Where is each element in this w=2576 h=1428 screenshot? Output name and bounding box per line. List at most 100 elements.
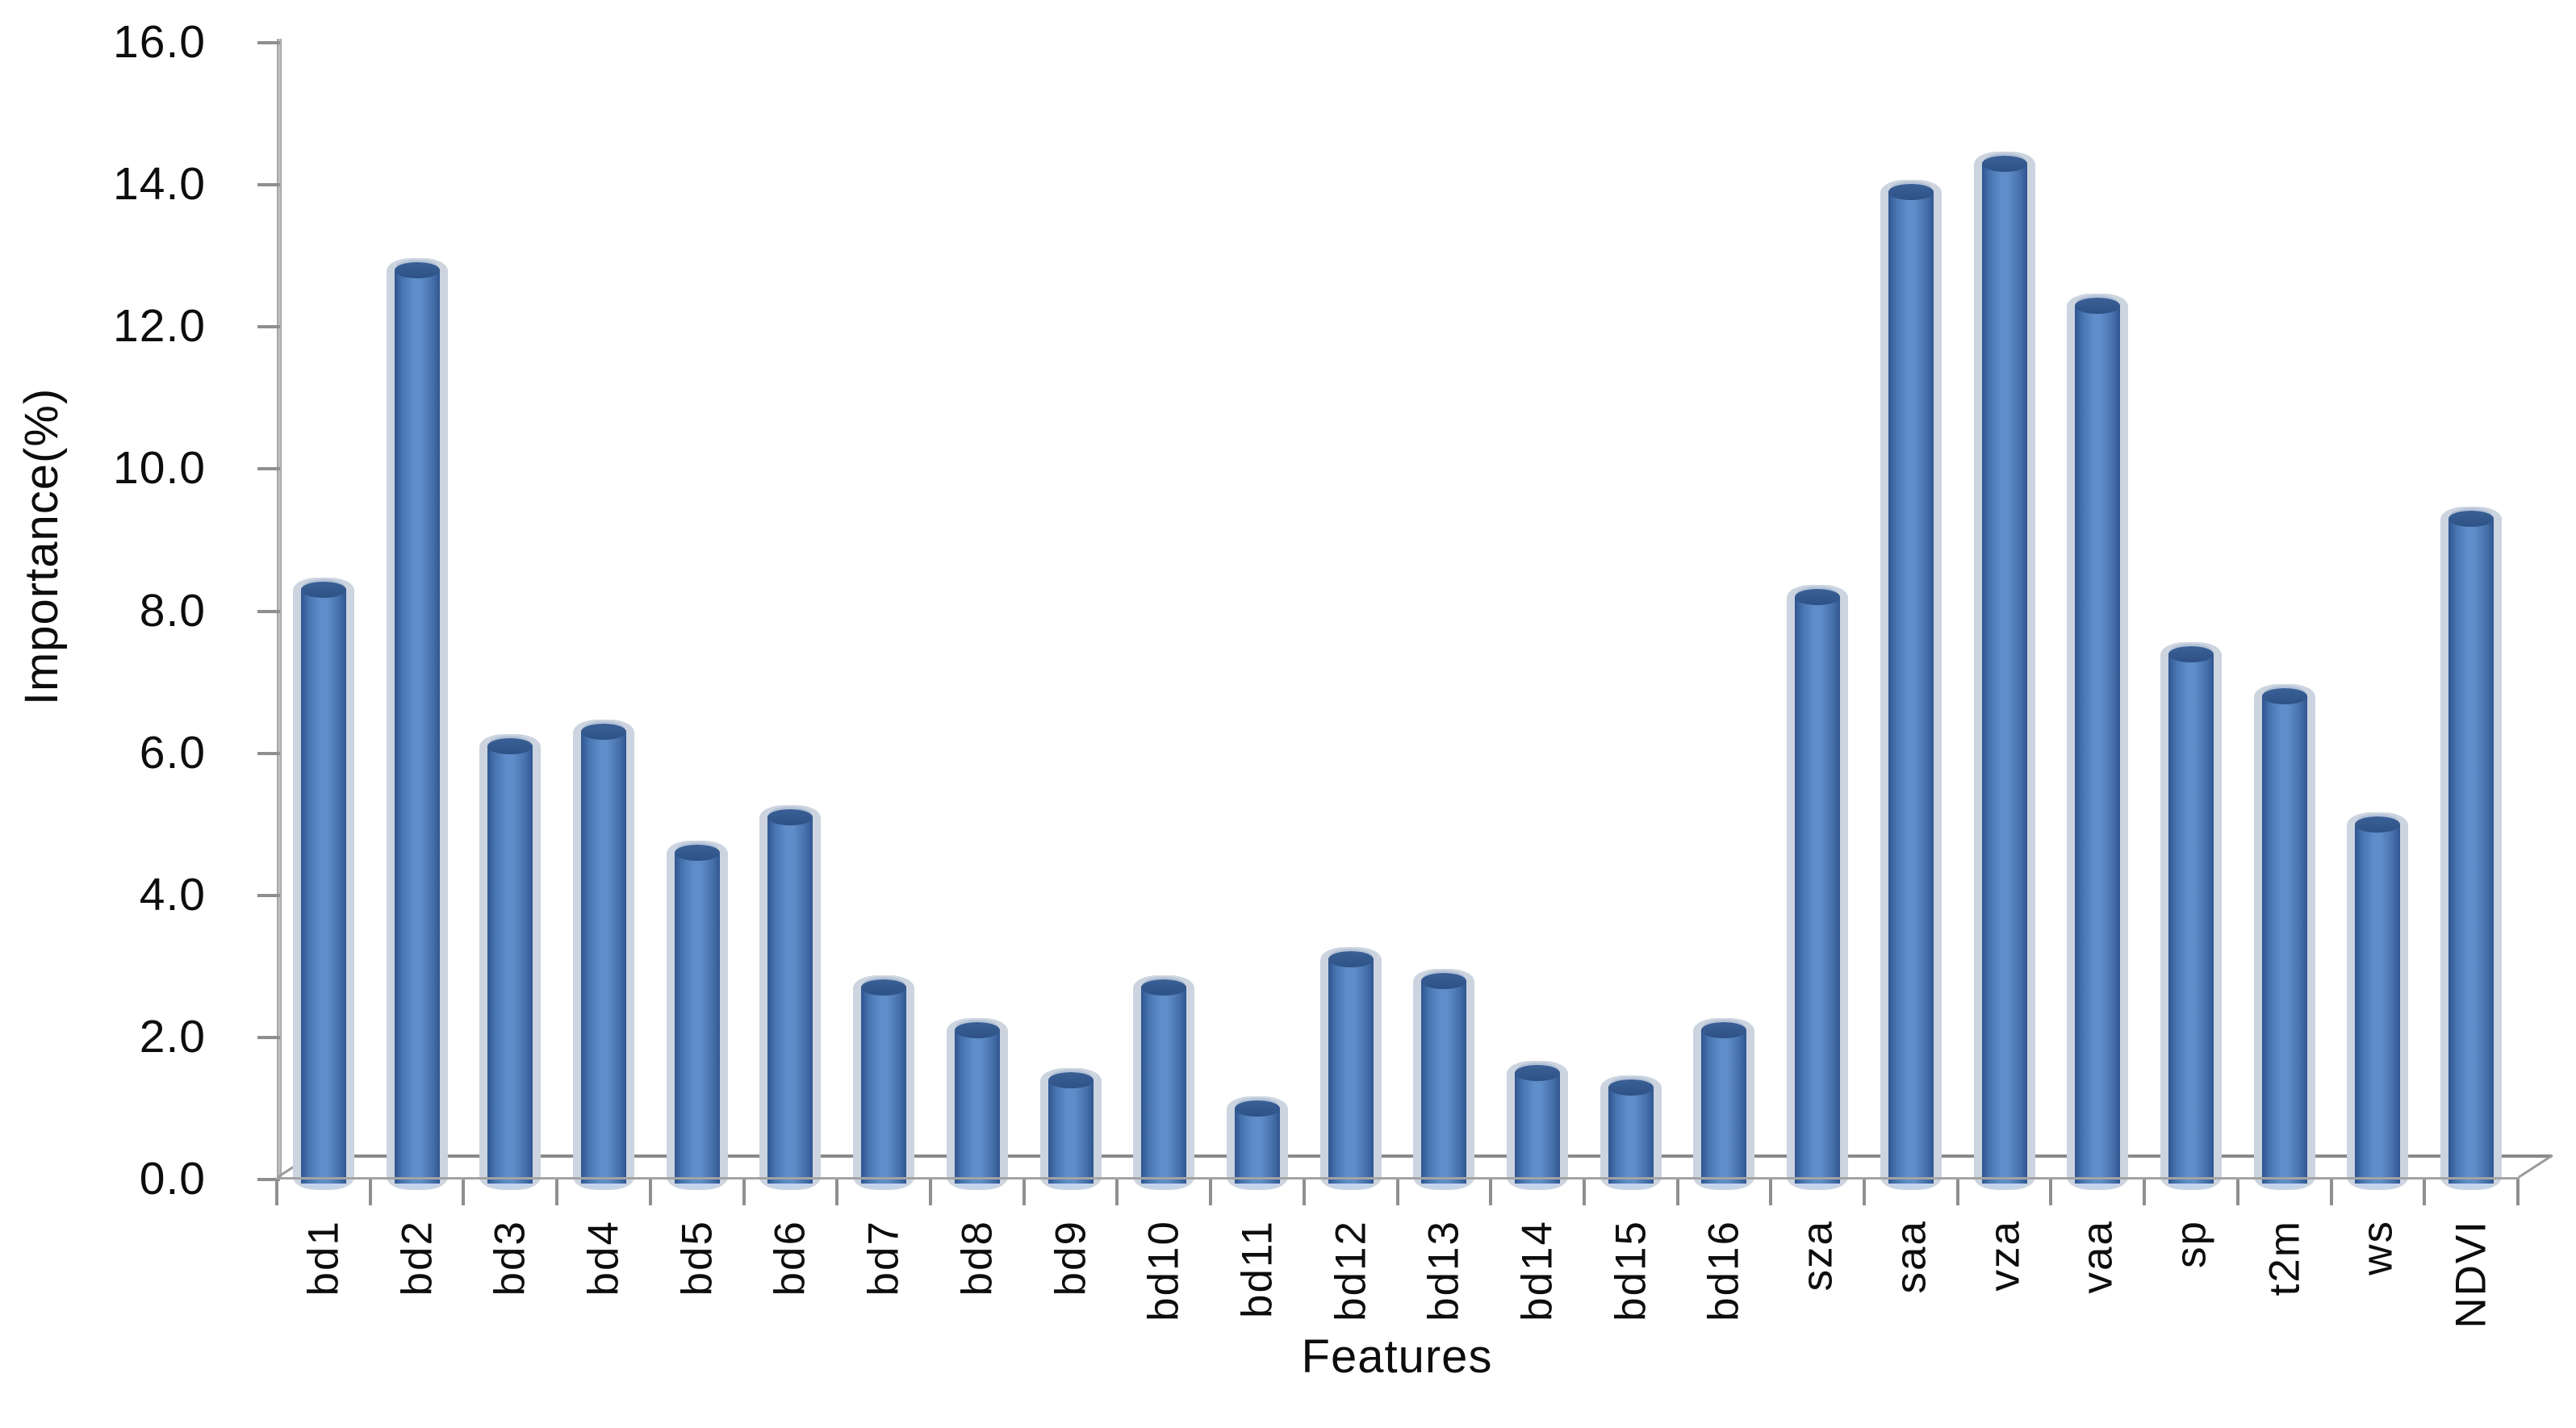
bar-body xyxy=(1141,987,1187,1184)
bar-sp xyxy=(2160,641,2223,1190)
bar-body xyxy=(1048,1079,1094,1184)
x-tick-mark xyxy=(2329,1180,2333,1205)
x-category-label-bd10: bd10 xyxy=(1140,1220,1189,1326)
x-category-label-text: saa xyxy=(1887,1220,1935,1294)
x-category-label-bd14: bd14 xyxy=(1513,1220,1562,1326)
x-category-label-text: bd13 xyxy=(1420,1220,1468,1322)
x-category-label-bd5: bd5 xyxy=(672,1220,721,1300)
y-tick-mark xyxy=(257,183,280,187)
y-tick-label: 8.0 xyxy=(139,584,206,637)
x-category-label-text: bd1 xyxy=(299,1220,348,1296)
x-tick-mark xyxy=(462,1180,466,1205)
y-tick-label: 2.0 xyxy=(139,1010,206,1063)
bar-bd4 xyxy=(572,720,634,1190)
bar-cap xyxy=(487,738,533,755)
x-category-label-ws: ws xyxy=(2353,1220,2402,1280)
x-category-label-sp: sp xyxy=(2167,1220,2216,1272)
x-tick-mark xyxy=(928,1180,932,1205)
y-tick-mark xyxy=(257,609,280,613)
bar-body xyxy=(580,731,626,1184)
bar-cap xyxy=(1701,1022,1747,1039)
x-category-label-saa: saa xyxy=(1886,1220,1935,1297)
bar-saa xyxy=(1880,180,1942,1190)
x-category-label-bd4: bd4 xyxy=(579,1220,628,1300)
x-category-label-text: sp xyxy=(2167,1220,2215,1268)
bar-cap xyxy=(1234,1100,1280,1117)
x-category-label-text: bd8 xyxy=(953,1220,1002,1296)
bar-bd6 xyxy=(759,805,822,1190)
floor-right-edge xyxy=(2518,1154,2553,1179)
x-category-label-vza: vza xyxy=(1980,1220,2029,1295)
bar-cap xyxy=(861,979,907,996)
bar-cap xyxy=(1328,951,1374,968)
bar-body xyxy=(1701,1029,1747,1184)
x-tick-mark xyxy=(2516,1180,2520,1205)
x-category-label-text: bd10 xyxy=(1140,1220,1188,1322)
bar-cap xyxy=(1141,979,1187,996)
bar-body xyxy=(674,852,720,1184)
bar-bd13 xyxy=(1413,968,1475,1190)
bar-body xyxy=(2075,305,2121,1184)
x-category-label-vaa: vaa xyxy=(2073,1220,2122,1297)
x-category-label-text: bd14 xyxy=(1513,1220,1562,1322)
bar-body xyxy=(394,269,440,1184)
x-category-label-text: bd5 xyxy=(673,1220,721,1296)
bar-cap xyxy=(2168,645,2214,662)
bar-body xyxy=(487,745,533,1184)
x-category-label-text: vaa xyxy=(2073,1220,2122,1294)
y-tick-mark xyxy=(257,1178,280,1181)
x-category-label-bd9: bd9 xyxy=(1046,1220,1095,1300)
x-tick-mark xyxy=(1675,1180,1679,1205)
x-tick-mark xyxy=(1022,1180,1026,1205)
x-tick-mark xyxy=(2235,1180,2239,1205)
x-category-label-bd3: bd3 xyxy=(486,1220,535,1300)
y-tick-label: 4.0 xyxy=(139,868,206,921)
bar-body xyxy=(1328,958,1374,1184)
bar-cap xyxy=(1795,589,1841,606)
bar-bd8 xyxy=(946,1018,1008,1190)
bar-cap xyxy=(1608,1079,1654,1096)
x-tick-mark xyxy=(1489,1180,1493,1205)
x-tick-mark xyxy=(742,1180,746,1205)
bar-body xyxy=(1981,162,2027,1184)
bar-ws xyxy=(2347,812,2409,1190)
bar-t2m xyxy=(2253,684,2315,1190)
bar-body xyxy=(861,987,907,1184)
x-category-label-text: bd15 xyxy=(1607,1220,1655,1322)
y-axis-title-text: Importance(%) xyxy=(15,387,68,706)
bar-bd15 xyxy=(1600,1075,1662,1190)
x-category-label-text: vza xyxy=(1980,1220,2029,1292)
x-category-label-text: sza xyxy=(1793,1220,1842,1292)
y-tick-mark xyxy=(257,751,280,755)
bar-body xyxy=(1888,191,1934,1184)
bar-body xyxy=(2355,823,2401,1184)
x-tick-mark xyxy=(1863,1180,1867,1205)
bar-bd14 xyxy=(1507,1061,1569,1190)
bar-bd7 xyxy=(853,975,915,1190)
x-category-label-bd16: bd16 xyxy=(1700,1220,1749,1326)
x-category-label-text: bd4 xyxy=(579,1220,628,1296)
x-tick-mark xyxy=(648,1180,652,1205)
x-category-label-bd1: bd1 xyxy=(299,1220,348,1300)
bar-body xyxy=(954,1029,1000,1184)
y-axis-spine xyxy=(277,39,282,1180)
x-category-label-bd8: bd8 xyxy=(952,1220,1002,1300)
bar-cap xyxy=(1981,155,2027,172)
bar-cap xyxy=(1048,1071,1094,1088)
bar-bd5 xyxy=(666,841,728,1190)
y-tick-label: 0.0 xyxy=(139,1153,206,1205)
bar-vaa xyxy=(2067,294,2129,1190)
x-category-label-bd7: bd7 xyxy=(859,1220,909,1300)
x-category-label-text: bd12 xyxy=(1327,1220,1375,1322)
bar-body xyxy=(2261,695,2307,1184)
bar-bd10 xyxy=(1133,975,1195,1190)
y-axis-title: Importance(%) xyxy=(15,388,69,709)
x-category-label-text: bd7 xyxy=(859,1220,908,1296)
x-category-label-text: t2m xyxy=(2260,1220,2309,1296)
bar-cap xyxy=(2261,688,2307,705)
x-tick-mark xyxy=(555,1180,559,1205)
bar-cap xyxy=(2075,298,2121,315)
bar-cap xyxy=(1888,184,1934,201)
bar-bd11 xyxy=(1226,1096,1288,1190)
x-category-label-NDVI: NDVI xyxy=(2447,1220,2496,1333)
